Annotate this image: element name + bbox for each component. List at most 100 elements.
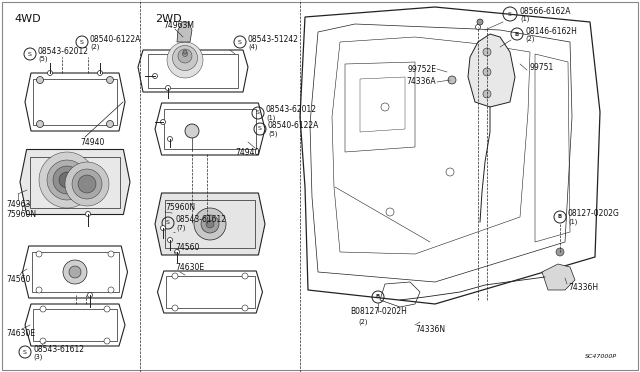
Circle shape: [63, 260, 87, 284]
Text: S: S: [28, 51, 32, 57]
Text: (7): (7): [176, 225, 186, 231]
Circle shape: [108, 251, 114, 257]
Circle shape: [168, 237, 173, 243]
Text: 08543-61612: 08543-61612: [33, 344, 84, 353]
Circle shape: [108, 287, 114, 293]
Circle shape: [381, 103, 389, 111]
Circle shape: [106, 121, 113, 128]
Circle shape: [47, 71, 52, 76]
Text: (5): (5): [268, 131, 278, 137]
Text: S: S: [508, 12, 512, 16]
Text: S: S: [166, 221, 170, 225]
Circle shape: [104, 338, 110, 344]
Circle shape: [477, 19, 483, 25]
Text: (1): (1): [520, 16, 529, 22]
Circle shape: [161, 225, 166, 231]
Circle shape: [65, 162, 109, 206]
Circle shape: [173, 45, 198, 71]
Text: 75960N: 75960N: [6, 210, 36, 219]
Circle shape: [242, 273, 248, 279]
Circle shape: [104, 306, 110, 312]
Circle shape: [483, 48, 491, 56]
Circle shape: [185, 124, 199, 138]
Circle shape: [483, 68, 491, 76]
Text: B: B: [558, 215, 562, 219]
Circle shape: [166, 86, 170, 90]
Circle shape: [53, 166, 81, 194]
Text: 74336H: 74336H: [568, 282, 598, 292]
Text: 99751: 99751: [530, 62, 554, 71]
Circle shape: [182, 51, 188, 57]
Text: 74336N: 74336N: [415, 326, 445, 334]
Circle shape: [78, 175, 96, 193]
Circle shape: [72, 169, 102, 199]
Text: 74963: 74963: [6, 200, 30, 209]
Circle shape: [172, 273, 178, 279]
Circle shape: [206, 220, 214, 228]
Circle shape: [59, 172, 75, 188]
Text: 74630E: 74630E: [6, 329, 35, 338]
Polygon shape: [25, 73, 125, 131]
Polygon shape: [138, 50, 248, 92]
Circle shape: [86, 212, 90, 217]
Circle shape: [386, 208, 394, 216]
Text: (2): (2): [358, 319, 367, 325]
Circle shape: [39, 152, 95, 208]
Circle shape: [167, 42, 203, 78]
Text: (4): (4): [248, 44, 257, 50]
Circle shape: [36, 251, 42, 257]
Polygon shape: [25, 304, 125, 346]
Circle shape: [40, 338, 46, 344]
Circle shape: [47, 160, 87, 200]
Text: (2): (2): [90, 44, 99, 50]
Circle shape: [183, 50, 187, 54]
Text: B08127-0202H: B08127-0202H: [350, 308, 407, 317]
Text: 99752E: 99752E: [407, 64, 436, 74]
Text: (1): (1): [568, 219, 577, 225]
Text: 08146-6162H: 08146-6162H: [525, 26, 577, 35]
Circle shape: [175, 250, 179, 254]
Text: (2): (2): [525, 36, 534, 42]
Text: S: S: [80, 39, 84, 45]
Circle shape: [97, 71, 102, 76]
Circle shape: [194, 208, 226, 240]
Polygon shape: [468, 34, 515, 107]
Text: 74560: 74560: [6, 275, 30, 284]
Text: (5): (5): [38, 56, 47, 62]
Circle shape: [36, 121, 44, 128]
Circle shape: [178, 49, 192, 63]
Circle shape: [483, 90, 491, 98]
Text: 08540-6122A: 08540-6122A: [90, 35, 141, 44]
Text: 08543-61612: 08543-61612: [176, 215, 227, 224]
Text: B: B: [515, 32, 519, 36]
Text: 74940: 74940: [235, 148, 259, 157]
Text: 74630E: 74630E: [175, 263, 204, 272]
Text: 74336A: 74336A: [406, 77, 436, 87]
Circle shape: [40, 306, 46, 312]
Polygon shape: [177, 22, 192, 42]
Circle shape: [168, 137, 173, 141]
Text: 08543-62012: 08543-62012: [266, 106, 317, 115]
Circle shape: [446, 168, 454, 176]
Circle shape: [448, 76, 456, 84]
Polygon shape: [157, 271, 262, 313]
Text: 74940: 74940: [80, 138, 104, 147]
Text: 08543-62012: 08543-62012: [38, 46, 89, 55]
Circle shape: [476, 25, 481, 29]
Text: 08540-6122A: 08540-6122A: [268, 122, 319, 131]
Circle shape: [36, 287, 42, 293]
Text: 08543-51242: 08543-51242: [248, 35, 299, 44]
Text: (1): (1): [266, 115, 275, 121]
Text: S: S: [258, 126, 262, 131]
Text: 74560: 74560: [175, 243, 200, 251]
Text: 74963M: 74963M: [163, 20, 194, 29]
Text: 08127-0202G: 08127-0202G: [568, 209, 620, 218]
Circle shape: [242, 305, 248, 311]
Circle shape: [88, 292, 93, 298]
Polygon shape: [22, 246, 127, 298]
Text: 75960N: 75960N: [165, 202, 195, 212]
Polygon shape: [542, 264, 575, 290]
Text: 2WD: 2WD: [155, 14, 182, 24]
Circle shape: [152, 74, 157, 78]
Text: S: S: [23, 350, 27, 355]
